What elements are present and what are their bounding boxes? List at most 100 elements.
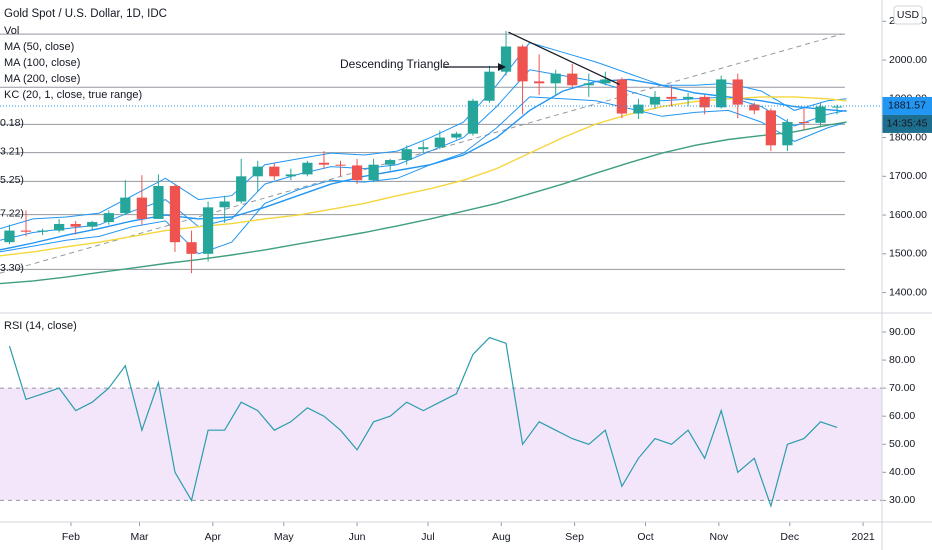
- y-tick-label: 70.00: [889, 382, 915, 394]
- candle-body: [467, 100, 479, 134]
- candle-body: [600, 79, 611, 84]
- candle-body: [351, 165, 363, 181]
- candle-body: [219, 201, 230, 208]
- candle-body: [153, 186, 164, 219]
- candle-body: [749, 104, 760, 111]
- candle-body: [550, 73, 561, 84]
- candle-body: [666, 96, 677, 99]
- x-tick-label: Mar: [130, 531, 149, 543]
- annotation: Descending Triangle: [340, 57, 450, 71]
- candle-body: [500, 46, 512, 72]
- candle-body: [285, 174, 296, 177]
- x-tick-label: Aug: [492, 531, 511, 543]
- candle-body: [70, 223, 81, 227]
- candle-body: [302, 162, 313, 175]
- candle-body: [484, 71, 495, 101]
- x-tick-label: May: [274, 531, 295, 543]
- price-pane: 0.18) 3.21) 5.25) 7.22) 3.30) 1400.00 1500.00 1…: [0, 15, 932, 298]
- candle-body: [567, 73, 578, 86]
- countdown: 14:35:45: [887, 118, 928, 130]
- arrow-head: [498, 63, 506, 71]
- candle-body: [434, 137, 445, 148]
- x-tick-label: Feb: [62, 531, 80, 543]
- candle-body: [318, 162, 330, 165]
- candle-body: [716, 79, 727, 108]
- candle-body: [20, 230, 32, 232]
- x-tick-label: 2021: [851, 531, 875, 543]
- candle-body: [37, 230, 48, 232]
- y-tick-label: 1400.00: [889, 286, 927, 298]
- candle-body: [517, 46, 528, 82]
- candle-body: [368, 164, 379, 181]
- rsi-line: [8, 336, 838, 509]
- candle-body: [335, 164, 346, 166]
- legend-entry: MA (50, close): [4, 41, 74, 53]
- candle-body: [120, 197, 131, 214]
- candle-body: [782, 122, 793, 146]
- rsi-title: RSI (14, close): [4, 320, 77, 332]
- y-tick-label: 90.00: [889, 326, 915, 338]
- chart-title: Gold Spot / U.S. Dollar, 1D, IDC: [4, 8, 167, 20]
- x-tick-label: Apr: [205, 531, 222, 543]
- y-tick-label: 1800.00: [889, 131, 927, 143]
- level-label: 5.25): [0, 174, 24, 186]
- x-tick-label: Oct: [637, 531, 653, 543]
- level-label: 3.30): [0, 262, 24, 274]
- candle-body: [186, 242, 197, 254]
- x-tick-label: Dec: [780, 531, 799, 543]
- candle-body: [451, 133, 462, 138]
- legend-entry: MA (100, close): [4, 57, 80, 69]
- candle-body: [87, 222, 98, 227]
- candle-body: [103, 213, 114, 223]
- candle-body: [616, 79, 628, 114]
- candle-body: [385, 160, 396, 165]
- candle-body: [269, 166, 280, 177]
- rsi-band: [0, 388, 882, 501]
- moving-average: [0, 121, 847, 285]
- legend-entry: KC (20, 1, close, true range): [4, 89, 142, 101]
- triangle-line: [508, 31, 620, 86]
- level-label: 0.18): [0, 117, 24, 129]
- candle-body: [401, 149, 412, 161]
- x-tick-label: Sep: [565, 531, 584, 543]
- y-tick-label: 2000.00: [889, 54, 927, 66]
- y-tick-label: 50.00: [889, 438, 915, 450]
- candle-body: [682, 96, 694, 99]
- level-label: 7.22): [0, 207, 24, 219]
- candle-body: [418, 147, 429, 150]
- candle-body: [252, 166, 263, 177]
- y-tick-label: 60.00: [889, 410, 915, 422]
- candle-body: [633, 104, 644, 114]
- level-label: 3.21): [0, 145, 24, 157]
- candle-body: [798, 122, 810, 124]
- rsi-pane: Feb Mar Apr May Jun Jul Aug Sep Oct Nov Dec 2021 30.…: [0, 326, 915, 543]
- y-tick-label: 30.00: [889, 494, 915, 506]
- legend-entry: MA (200, close): [4, 73, 80, 85]
- candle-body: [583, 83, 594, 86]
- volume-label: Vol: [4, 25, 19, 37]
- candle-body: [649, 96, 661, 105]
- candle-body: [136, 197, 148, 219]
- candle-body: [831, 106, 843, 108]
- candle-body: [534, 81, 545, 84]
- candle-body: [815, 106, 826, 123]
- currency: USD: [897, 9, 920, 21]
- x-tick-label: Jun: [349, 531, 366, 543]
- keltner-lower: [0, 96, 847, 255]
- candle-body: [732, 79, 743, 105]
- moving-average: [0, 96, 847, 257]
- y-tick-label: 1500.00: [889, 248, 927, 260]
- y-tick-label: 40.00: [889, 466, 915, 478]
- candle-body: [169, 186, 181, 243]
- x-tick-label: Jul: [421, 531, 434, 543]
- y-tick-label: 1600.00: [889, 209, 927, 221]
- y-tick-label: 1700.00: [889, 170, 927, 182]
- countdown-badge: [882, 114, 932, 133]
- currency-badge[interactable]: [893, 5, 923, 25]
- last-price: 1881.57: [888, 100, 926, 112]
- candle-body: [699, 96, 710, 108]
- candle-body: [4, 230, 15, 243]
- candle-body: [202, 207, 214, 254]
- candle-body: [236, 176, 247, 202]
